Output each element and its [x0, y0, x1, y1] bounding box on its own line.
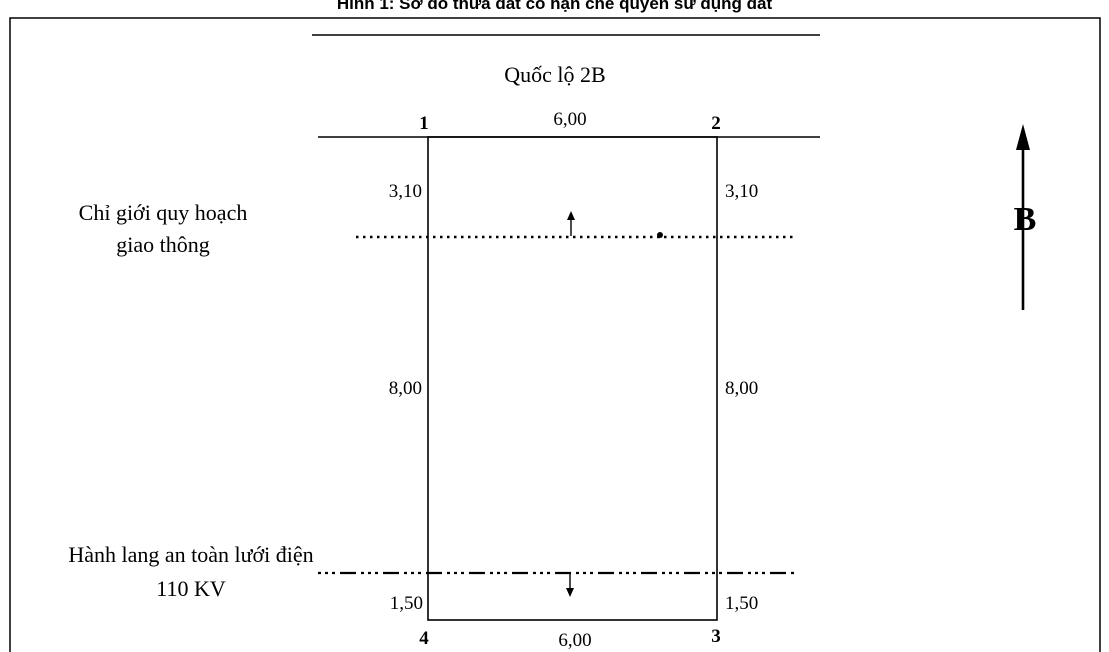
road-label: Quốc lộ 2B: [504, 62, 605, 87]
north-label: B: [1014, 201, 1037, 238]
dimension-right-lower: 1,50: [725, 593, 758, 614]
power-line-label-2: 110 KV: [156, 576, 226, 601]
figure-caption: Hình 1: Sơ đồ thửa đất có hạn chế quyền …: [336, 0, 773, 13]
boundary-marker-dot: [657, 232, 663, 238]
corner-1: 1: [419, 113, 429, 134]
power-line-label-1: Hành lang an toàn lưới điện: [68, 542, 313, 567]
power-corridor-arrow: [566, 574, 574, 597]
dimension-left-lower: 1,50: [390, 593, 423, 614]
corner-2: 2: [711, 113, 721, 134]
dimension-left-upper: 3,10: [389, 181, 422, 202]
diagram-frame: [9, 17, 1101, 652]
corner-3: 3: [711, 626, 721, 647]
dimension-right-upper: 3,10: [725, 181, 758, 202]
traffic-boundary-arrow: [567, 211, 575, 236]
corner-4: 4: [419, 628, 429, 649]
land-plot: [427, 136, 718, 621]
traffic-line-label-2: giao thông: [116, 232, 210, 257]
dimension-top: 6,00: [553, 109, 586, 130]
dimension-bottom: 6,00: [558, 630, 591, 651]
dimension-right-middle: 8,00: [725, 378, 758, 399]
dimension-left-middle: 8,00: [389, 378, 422, 399]
traffic-line-label-1: Chỉ giới quy hoạch: [79, 200, 248, 225]
north-arrow-icon: [1016, 124, 1030, 310]
